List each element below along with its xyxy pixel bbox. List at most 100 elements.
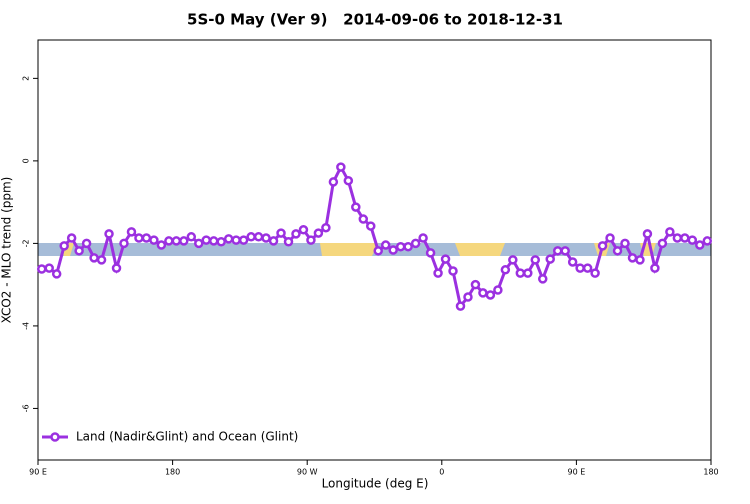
legend-label: Land (Nadir&Glint) and Ocean (Glint) xyxy=(76,430,298,444)
data-point xyxy=(650,263,660,273)
data-point xyxy=(373,246,383,256)
data-point xyxy=(560,246,570,256)
data-point xyxy=(216,236,226,247)
data-point xyxy=(238,235,249,245)
data-point xyxy=(306,235,316,245)
data-point xyxy=(433,268,443,278)
data-point xyxy=(96,255,107,265)
data-point xyxy=(657,238,668,249)
data-point xyxy=(351,202,361,212)
data-point xyxy=(627,253,638,263)
data-point xyxy=(680,233,690,243)
x-tick-label: 90 W xyxy=(297,468,318,477)
data-point xyxy=(418,233,428,243)
plot-frame xyxy=(37,39,712,461)
data-point xyxy=(410,238,421,249)
data-point xyxy=(81,238,92,249)
data-point xyxy=(313,228,324,238)
y-tick-label: 2 xyxy=(22,76,31,81)
data-point xyxy=(642,229,653,239)
data-point xyxy=(223,234,234,244)
data-point xyxy=(567,257,578,267)
data-point xyxy=(366,221,376,231)
data-point xyxy=(298,225,309,235)
data-point xyxy=(171,236,182,246)
data-point xyxy=(44,263,54,273)
data-point xyxy=(380,240,391,250)
data-point xyxy=(590,268,600,278)
data-point xyxy=(51,269,62,279)
data-point xyxy=(336,162,346,172)
data-point xyxy=(291,229,301,239)
data-point xyxy=(186,232,197,242)
data-point xyxy=(261,233,271,243)
data-point xyxy=(343,175,354,186)
data-point xyxy=(59,241,69,251)
data-point xyxy=(104,229,114,239)
data-point xyxy=(74,246,84,256)
data-point xyxy=(231,235,241,245)
data-point xyxy=(702,236,713,246)
data-point xyxy=(111,263,122,273)
data-point xyxy=(620,238,630,249)
data-point xyxy=(201,235,211,245)
data-point xyxy=(358,214,369,224)
data-point xyxy=(36,264,47,274)
data-point xyxy=(179,236,189,246)
y-tick-label: -6 xyxy=(22,404,31,412)
data-point xyxy=(194,238,204,249)
data-point xyxy=(665,227,675,237)
x-axis-label: Longitude (deg E) xyxy=(322,477,429,491)
data-point xyxy=(89,253,99,263)
data-point xyxy=(425,248,436,258)
x-tick-label: 90 E xyxy=(568,468,586,477)
y-tick-label: -2 xyxy=(22,239,31,247)
data-point xyxy=(538,274,548,284)
data-point xyxy=(485,290,496,300)
data-point xyxy=(635,255,645,265)
data-point xyxy=(164,236,174,246)
y-axis-label: XCO2 - MLO trend (ppm) xyxy=(0,177,14,324)
data-point xyxy=(253,232,264,242)
data-point xyxy=(515,268,526,278)
data-point xyxy=(156,240,167,250)
data-point xyxy=(575,263,585,273)
y-tick-label: -4 xyxy=(22,322,31,330)
data-point xyxy=(208,236,219,246)
data-point xyxy=(395,241,406,252)
data-point xyxy=(530,255,541,265)
chart-title: 5S-0 May (Ver 9) 2014-09-06 to 2018-12-3… xyxy=(187,11,563,29)
data-point xyxy=(463,292,473,302)
data-point xyxy=(478,288,488,298)
data-point xyxy=(605,233,615,243)
x-tick-label: 90 E xyxy=(29,468,47,477)
data-point xyxy=(246,232,256,242)
data-point xyxy=(597,241,608,251)
land-band xyxy=(455,243,505,256)
data-point xyxy=(268,236,279,246)
y-tick-label: 0 xyxy=(22,158,31,163)
data-point xyxy=(500,265,511,275)
x-tick-label: 180 xyxy=(165,468,180,477)
x-tick-label: 0 xyxy=(439,468,444,477)
data-point xyxy=(119,238,129,249)
data-point xyxy=(672,233,683,243)
land-band xyxy=(320,243,378,256)
data-point xyxy=(552,246,563,256)
legend-marker xyxy=(50,432,60,442)
data-point xyxy=(448,266,458,276)
data-point xyxy=(134,233,144,243)
data-point xyxy=(687,235,698,245)
data-point xyxy=(126,227,137,237)
data-point xyxy=(388,245,398,255)
data-point xyxy=(141,233,152,243)
data-point xyxy=(493,285,503,295)
data-point xyxy=(276,228,286,238)
data-point xyxy=(321,222,331,233)
data-point xyxy=(66,233,77,243)
x-tick-label: 180 xyxy=(703,468,718,477)
data-point xyxy=(328,177,339,187)
data-point xyxy=(582,263,593,273)
